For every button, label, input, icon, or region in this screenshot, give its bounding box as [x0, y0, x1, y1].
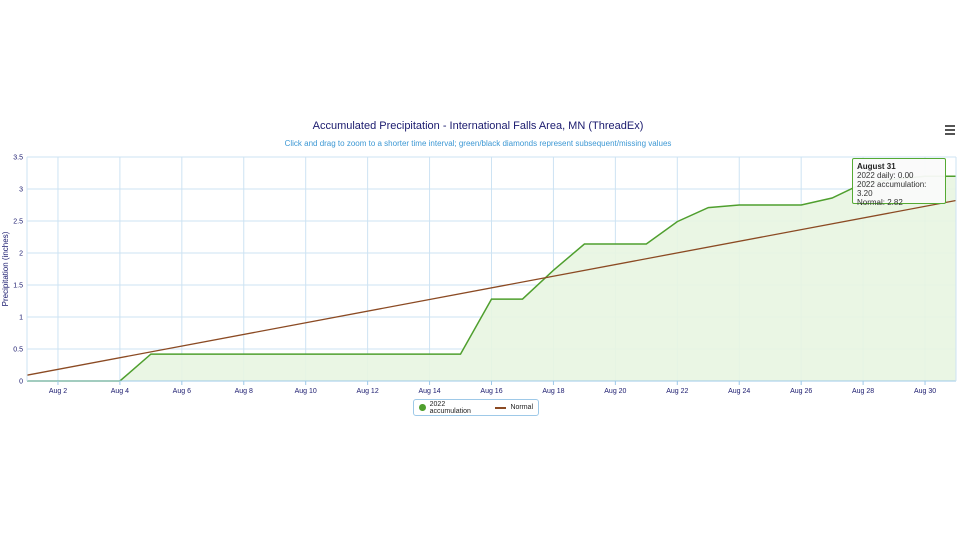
legend-item-accumulation[interactable]: 2022 accumulation	[419, 401, 485, 415]
y-tick-label: 1	[19, 315, 23, 322]
legend-label-normal: Normal	[510, 404, 533, 411]
legend-dot-icon	[419, 404, 426, 411]
x-tick-label: Aug 16	[480, 388, 502, 395]
tooltip-title: August 31	[857, 162, 896, 171]
y-tick-label: 2.5	[13, 219, 23, 226]
x-tick-label: Aug 14	[418, 388, 440, 395]
y-axis-label: Precipitation (inches)	[1, 231, 10, 306]
x-tick-label: Aug 10	[295, 388, 317, 395]
y-tick-label: 2	[19, 251, 23, 258]
y-tick-label: 3.5	[13, 155, 23, 162]
x-tick-label: Aug 22	[666, 388, 688, 395]
series-line-accumulation[interactable]	[27, 175, 956, 382]
x-tick-label: Aug 26	[790, 388, 812, 395]
tooltip: August 31 2022 daily: 0.00 2022 accumula…	[852, 158, 946, 207]
legend: 2022 accumulation Normal	[413, 399, 539, 416]
x-tick-label: Aug 20	[604, 388, 626, 395]
x-tick-label: Aug 30	[914, 388, 936, 395]
tooltip-daily: 2022 daily: 0.00	[857, 171, 914, 180]
series-lines	[26, 175, 957, 382]
x-tick-label: Aug 8	[235, 388, 253, 395]
accumulation-area	[27, 176, 956, 381]
x-tick-label: Aug 18	[542, 388, 564, 395]
chart-subtitle: Click and drag to zoom to a shorter time…	[284, 139, 672, 148]
legend-item-normal[interactable]: Normal	[495, 404, 533, 411]
x-tick-label: Aug 4	[111, 388, 129, 395]
y-tick-label: 3	[19, 187, 23, 194]
series-line-normal[interactable]	[26, 199, 957, 376]
tooltip-normal: Normal: 2.82	[857, 198, 903, 207]
chart-title: Accumulated Precipitation - Internationa…	[312, 120, 644, 132]
x-tick-label: Aug 2	[49, 388, 67, 395]
y-tick-label: 0.5	[13, 347, 23, 354]
legend-line-icon	[495, 406, 507, 409]
accumulation-area-fill	[27, 176, 956, 381]
y-tick-label: 1.5	[13, 283, 23, 290]
x-tick-label: Aug 24	[728, 388, 750, 395]
y-tick-label: 0	[19, 379, 23, 386]
axes: 0 0.5 1 1.5 2 2.5 3 3.5 Aug 2 Aug 4 Aug 6 Aug 8 Aug …	[13, 155, 957, 395]
tooltip-accumulation: 2022 accumulation: 3.20	[857, 180, 927, 198]
x-tick-label: Aug 12	[357, 388, 379, 395]
legend-label-accumulation: 2022 accumulation	[429, 400, 471, 415]
x-tick-label: Aug 28	[852, 388, 874, 395]
hamburger-menu-icon[interactable]	[944, 124, 956, 136]
x-tick-label: Aug 6	[173, 388, 191, 395]
